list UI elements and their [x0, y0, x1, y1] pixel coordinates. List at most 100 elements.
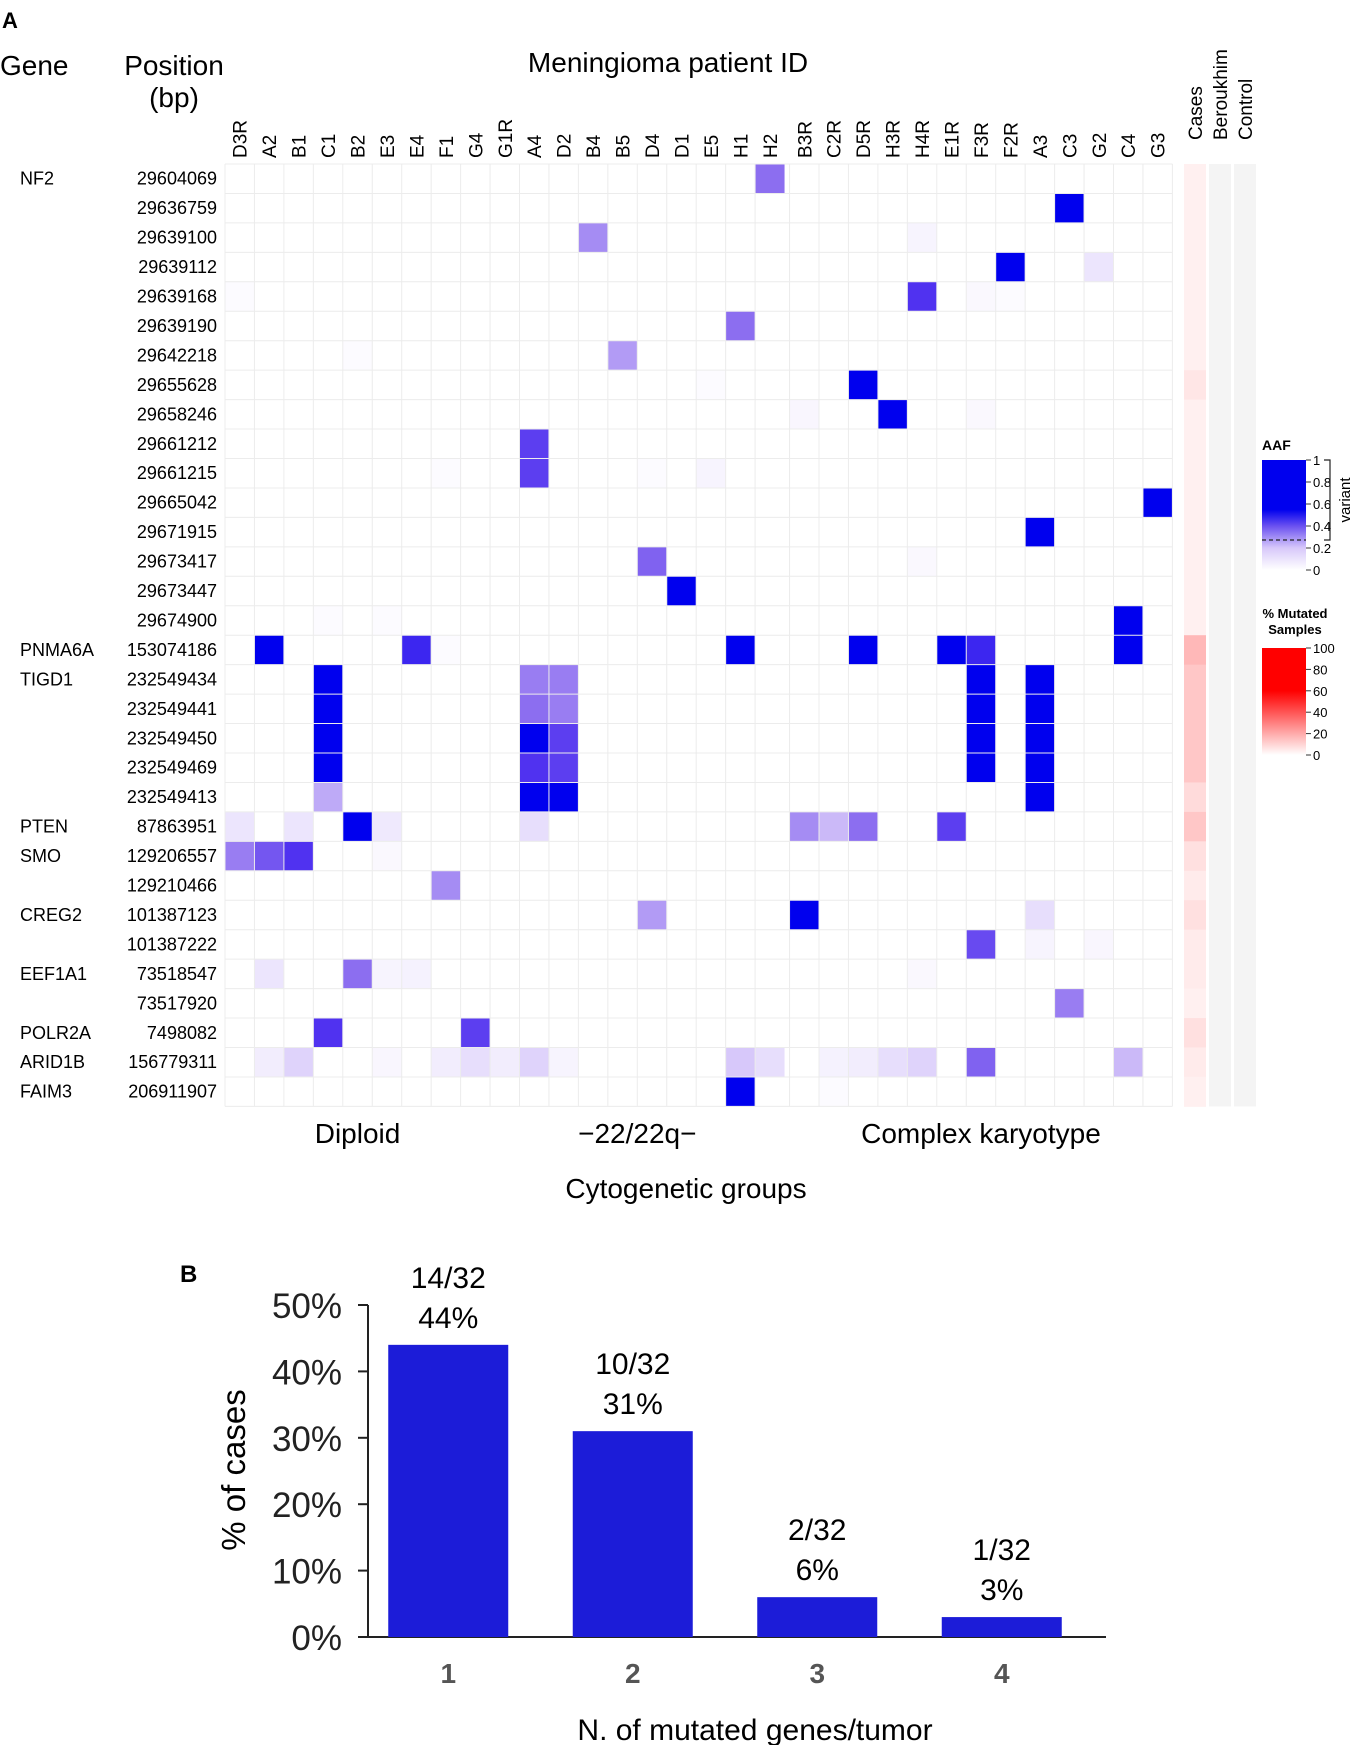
- aaf-cell: [848, 635, 878, 665]
- y-tick-label: 50%: [272, 1287, 342, 1326]
- aaf-cell: [313, 782, 343, 812]
- position-label: 29673417: [137, 552, 217, 572]
- group-label: −22/22q−: [578, 1118, 696, 1149]
- aaf-cell: [637, 458, 667, 488]
- y-tick-label: 20%: [272, 1486, 342, 1525]
- column-label: H4R: [913, 120, 934, 158]
- column-label: G2: [1090, 133, 1111, 158]
- heatmap-group: D3R A2 B1 C1 B2 E3 E4 F1 G4 G1R A4 D2 B4 B5 D4 D1 E5 H1 H2…: [20, 49, 1257, 1149]
- aaf-cell: [548, 753, 579, 783]
- position-label: 232549441: [127, 699, 217, 719]
- variant-label: variant: [1337, 477, 1354, 523]
- position-label: 101387123: [127, 905, 217, 925]
- aaf-cell: [1113, 1047, 1143, 1077]
- gene-label: TIGD1: [20, 669, 73, 689]
- aaf-cell: [519, 723, 549, 753]
- aaf-cell: [936, 635, 967, 665]
- patient-id-header: Meningioma patient ID: [528, 47, 808, 78]
- aaf-cell: [789, 900, 819, 930]
- aaf-cell: [283, 1047, 314, 1077]
- column-label: H1: [731, 134, 752, 158]
- aaf-legend-tick-label: 0.6: [1313, 497, 1331, 512]
- aaf-cell: [372, 605, 402, 636]
- column-label: A4: [525, 134, 546, 158]
- position-label: 7498082: [147, 1023, 217, 1043]
- aaf-cell: [819, 1047, 849, 1077]
- aaf-cell: [966, 1047, 996, 1077]
- position-label: 87863951: [137, 817, 217, 837]
- aaf-cell: [460, 1018, 491, 1048]
- cases-cell: [1184, 281, 1206, 312]
- cases-cell: [1184, 370, 1206, 401]
- aaf-cell: [225, 841, 255, 871]
- bar: [388, 1344, 509, 1637]
- aaf-cell: [755, 164, 785, 194]
- cases-cell: [1184, 694, 1206, 725]
- aaf-cell: [819, 1076, 849, 1107]
- pct-legend-tick-label: 40: [1313, 705, 1327, 720]
- column-label: F1: [437, 136, 458, 158]
- aaf-cell: [936, 811, 967, 842]
- x-tick-label: 3: [809, 1658, 825, 1689]
- cases-cell: [1184, 458, 1206, 489]
- bar-fraction-label: 1/32: [973, 1534, 1031, 1567]
- aaf-cell: [966, 635, 996, 665]
- column-label: F2R: [1001, 122, 1022, 158]
- aaf-cell: [490, 1047, 520, 1077]
- position-label: 232549413: [127, 787, 217, 807]
- group-label: Complex karyotype: [861, 1118, 1101, 1149]
- cases-cell: [1184, 959, 1206, 990]
- aaf-cell: [789, 811, 819, 842]
- cases-cell: [1184, 1076, 1206, 1107]
- cases-cell: [1184, 605, 1206, 636]
- position-label: 232549469: [127, 758, 217, 778]
- aaf-legend-tick-label: 0.4: [1313, 519, 1331, 534]
- aaf-cell: [519, 1047, 549, 1077]
- aaf-cell: [313, 723, 343, 753]
- column-label: D1: [672, 134, 693, 158]
- column-label: C1: [319, 134, 340, 158]
- bar: [757, 1597, 878, 1637]
- position-label: 153074186: [127, 640, 217, 660]
- cases-cell: [1184, 841, 1206, 872]
- aaf-cell: [1113, 605, 1143, 636]
- aaf-cell: [431, 458, 461, 488]
- cases-cell: [1184, 811, 1206, 842]
- gene-label: EEF1A1: [20, 964, 87, 984]
- pct-legend-tick-label: 20: [1313, 727, 1327, 742]
- cases-cell: [1184, 222, 1206, 253]
- column-label: E5: [702, 135, 723, 158]
- bar-fraction-label: 14/32: [411, 1262, 486, 1295]
- cases-cell: [1184, 252, 1206, 283]
- column-label: A3: [1031, 135, 1052, 158]
- pct-legend-bar: [1262, 648, 1306, 755]
- aaf-cell: [995, 252, 1026, 282]
- position-label: 73518547: [137, 964, 217, 984]
- aaf-cell: [519, 429, 549, 459]
- aaf-cell: [283, 841, 314, 871]
- extra-column-label: Control: [1236, 79, 1257, 140]
- aaf-cell: [548, 664, 579, 695]
- aaf-cell: [372, 1047, 402, 1077]
- column-label: D3R: [231, 120, 252, 158]
- aaf-cell: [725, 1047, 756, 1077]
- aaf-cell: [548, 723, 579, 753]
- gene-label: ARID1B: [20, 1052, 85, 1072]
- aaf-cell: [725, 1076, 756, 1107]
- cases-cell: [1184, 546, 1206, 577]
- position-label: 29639100: [137, 228, 217, 248]
- column-label: B4: [584, 134, 605, 158]
- aaf-cell: [995, 281, 1026, 312]
- aaf-cell: [283, 811, 314, 842]
- column-label: G1R: [496, 119, 517, 158]
- aaf-cell: [519, 811, 549, 842]
- bar: [572, 1431, 693, 1637]
- position-label: 29673447: [137, 581, 217, 601]
- aaf-cell: [372, 811, 402, 842]
- gene-label: CREG2: [20, 905, 82, 925]
- aaf-cell: [966, 694, 996, 724]
- cases-cell: [1184, 1018, 1206, 1048]
- bar: [941, 1617, 1062, 1637]
- aaf-cell: [1025, 517, 1055, 547]
- aaf-cell: [548, 1047, 579, 1077]
